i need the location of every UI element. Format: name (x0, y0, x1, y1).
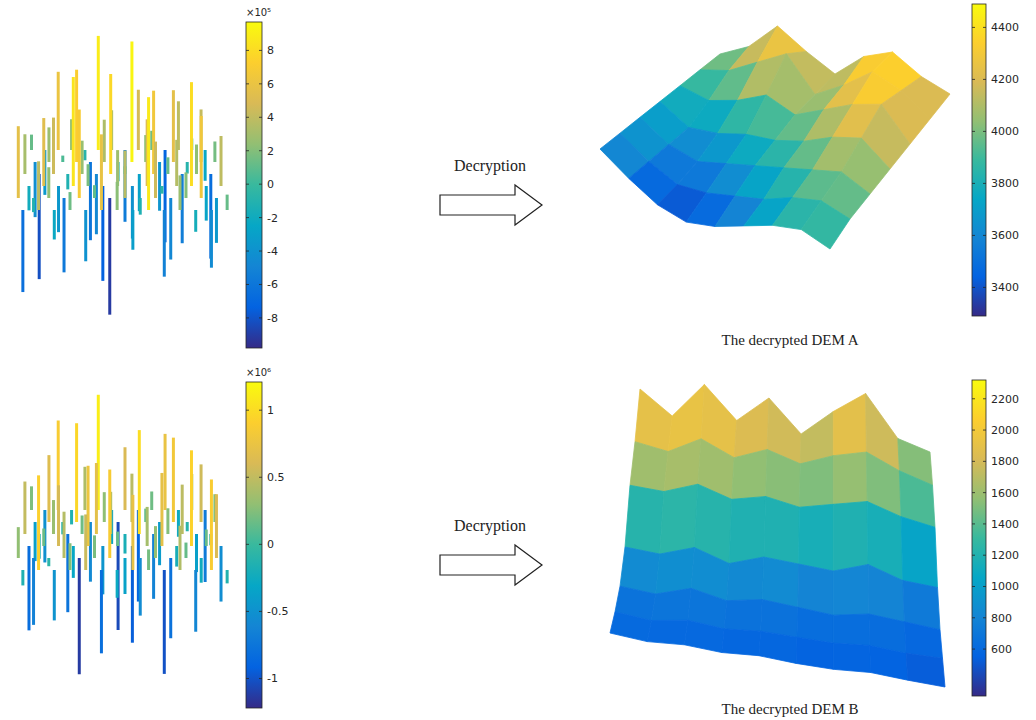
svg-text:Decryption: Decryption (454, 517, 526, 535)
svg-text:×10⁵: ×10⁵ (246, 7, 271, 18)
svg-text:6: 6 (267, 78, 274, 91)
svg-text:4000: 4000 (991, 125, 1019, 138)
svg-text:3600: 3600 (991, 229, 1019, 242)
svg-text:0: 0 (267, 178, 274, 191)
svg-text:-1: -1 (267, 672, 278, 685)
svg-text:800: 800 (991, 612, 1012, 625)
svg-text:3800: 3800 (991, 177, 1019, 190)
svg-text:-2: -2 (267, 212, 278, 225)
svg-text:600: 600 (991, 643, 1012, 656)
svg-text:1600: 1600 (991, 487, 1019, 500)
svg-text:1000: 1000 (991, 580, 1019, 593)
svg-text:1200: 1200 (991, 549, 1019, 562)
svg-text:4200: 4200 (991, 73, 1019, 86)
svg-text:-4: -4 (267, 245, 278, 258)
svg-text:4400: 4400 (991, 21, 1019, 34)
svg-text:1: 1 (267, 404, 274, 417)
svg-text:0.5: 0.5 (267, 471, 285, 484)
svg-text:-8: -8 (267, 312, 278, 325)
svg-text:1800: 1800 (991, 455, 1019, 468)
svg-text:1400: 1400 (991, 518, 1019, 531)
svg-text:2000: 2000 (991, 424, 1019, 437)
svg-text:8: 8 (267, 44, 274, 57)
svg-text:4: 4 (267, 111, 274, 124)
svg-text:-6: -6 (267, 278, 278, 291)
svg-text:Decryption: Decryption (454, 157, 526, 175)
svg-text:The decrypted DEM B: The decrypted DEM B (721, 701, 858, 717)
svg-text:3400: 3400 (991, 281, 1019, 294)
svg-text:2: 2 (267, 145, 274, 158)
svg-text:The decrypted DEM A: The decrypted DEM A (721, 332, 858, 348)
svg-text:0: 0 (267, 538, 274, 551)
svg-text:×10⁶: ×10⁶ (246, 367, 271, 378)
svg-text:-0.5: -0.5 (267, 605, 288, 618)
svg-text:2200: 2200 (991, 393, 1019, 406)
